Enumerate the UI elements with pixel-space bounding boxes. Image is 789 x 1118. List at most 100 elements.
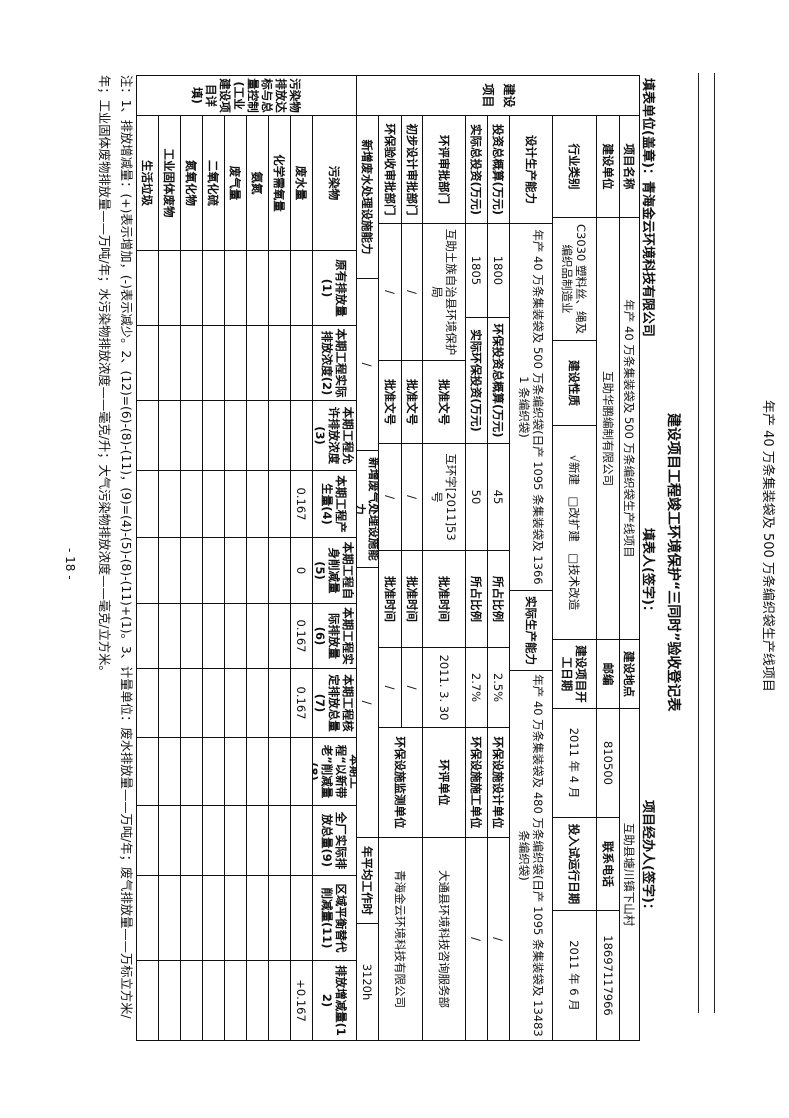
header-pollution-column: 全厂实际排放总量(9): [312, 805, 357, 876]
pollutant-value: [202, 603, 225, 669]
pollutant-value: [246, 470, 269, 538]
pollutant-value: [158, 400, 181, 471]
label-accept-doc-no: 批准文号: [378, 360, 402, 444]
pollutant-name: 工业固体废物: [158, 115, 181, 251]
pollutant-value: [136, 603, 159, 669]
label-env-budget: 环保投资总概算(万元): [487, 317, 510, 444]
label-actual-capacity: 实际生产能力: [509, 590, 553, 671]
label-work-hours: 年平均工作时: [356, 837, 379, 924]
label-budget-ratio: 所占比例: [487, 550, 510, 648]
pollutant-value: [246, 805, 269, 876]
header-rule-top: [714, 73, 715, 1013]
value-prelim-dept: /: [401, 223, 423, 361]
pollutant-value: [158, 668, 181, 738]
header-pollution-column: 本期工程实际排放量(6): [312, 603, 357, 669]
pollutant-value: [268, 537, 291, 604]
pollutant-value: [180, 737, 203, 806]
label-new-gas-capacity: 新增废气处理设施能力: [356, 450, 379, 568]
pollutant-name: 废水量: [290, 115, 313, 251]
pollutant-value: [202, 470, 225, 538]
label-prelim-dept: 初步设计审批部门: [401, 115, 423, 224]
pollutant-value: [136, 668, 159, 738]
pollutant-value: [136, 325, 159, 401]
pollutant-name: 废气量: [224, 115, 247, 251]
pollutant-value: [202, 960, 225, 1041]
value-actual-capacity: 年产 40 万条集装袋及 480 万条编织袋(日产 1095 条集装袋及 134…: [509, 670, 553, 1041]
pollutant-name: 化学需氧量: [268, 115, 291, 251]
pollutant-value: [246, 875, 269, 961]
pollutant-value: +0.167: [290, 960, 313, 1041]
label-actual-env-invest: 实际环保投资(万元): [465, 317, 488, 444]
label-eia-doc-no: 批准文号: [422, 360, 466, 444]
section-label-pollution: 污染物排放达标与总量控制(工业建设项目详填): [136, 75, 357, 116]
value-design-unit: /: [487, 837, 510, 1041]
pollutant-value: [180, 470, 203, 538]
pollutant-value: [246, 537, 269, 604]
label-design-capacity: 设计生产能力: [509, 115, 553, 224]
pollutant-value: [180, 325, 203, 401]
value-eia-dept: 互助土族自治县环境保护局: [422, 223, 466, 361]
pollutant-name: 氨氮: [246, 115, 269, 251]
value-location: 互助县塘川镇下山村: [619, 708, 640, 1041]
label-phone: 联系电话: [596, 817, 620, 911]
value-accept-dept: /: [378, 223, 402, 361]
label-builder: 建设单位: [596, 115, 620, 218]
pollutant-value: [158, 470, 181, 538]
pollutant-value: [202, 668, 225, 738]
pollutant-value: [224, 537, 247, 604]
value-eia-unit: 大通县环境科技咨询服务部: [422, 837, 466, 1041]
pollutant-value: [224, 737, 247, 806]
header-rule-bottom: [698, 73, 699, 1013]
pollutant-value: [180, 805, 203, 876]
pollutant-value: [202, 737, 225, 806]
pollutant-value: [224, 603, 247, 669]
pollutant-value: [136, 960, 159, 1041]
header-pollution-column: 排放增减量(12): [312, 960, 357, 1041]
value-new-water-capacity: /: [356, 278, 379, 451]
label-actual-ratio: 所占比例: [465, 550, 488, 648]
pollutant-value: [290, 875, 313, 961]
pollutant-value: [158, 537, 181, 604]
value-industry: C3030 塑料丝、绳及编织品制造业: [552, 217, 597, 341]
label-accept-date: 批准时间: [378, 550, 402, 648]
pollutant-value: [158, 737, 181, 806]
filler-unit: 填表单位(盖章)：青海金云环境科技有限公司: [640, 78, 655, 337]
pollutant-value: [202, 325, 225, 401]
footnote: 注：1、排放增减量：(+)表示增加，(-)表示减少。2、(12)=(6)-(8)…: [97, 75, 133, 1019]
pollutant-value: [202, 400, 225, 471]
pollutant-value: [246, 325, 269, 401]
pollutant-value: [268, 875, 291, 961]
label-prelim-date: 批准时间: [401, 550, 423, 648]
pollutant-value: [158, 250, 181, 326]
pollutant-value: [158, 805, 181, 876]
value-builder: 互助华鹏编制有限公司: [596, 217, 620, 640]
pollutant-value: [224, 805, 247, 876]
pollutant-value: [246, 250, 269, 326]
pollutant-value: [224, 325, 247, 401]
value-actual-invest: 1805: [465, 223, 488, 318]
pollutant-value: [268, 737, 291, 806]
header-pollution-column: 本期工程核定排放总量(7): [312, 668, 357, 738]
page-number: - 18 -: [63, 548, 77, 580]
header-pollution-column: 本期工程实际排放浓度(2): [312, 325, 357, 401]
label-nature: 建设性质: [552, 340, 597, 426]
label-eia-date: 批准时间: [422, 550, 466, 648]
pollutant-value: 0.167: [290, 603, 313, 669]
value-trial-date: 2011 年 6 月: [552, 910, 597, 1041]
label-postcode: 邮编: [596, 639, 620, 709]
value-monitor-unit: 青海金云环境科技有限公司: [378, 837, 423, 1041]
pollutant-name: 氮氧化物: [180, 115, 203, 251]
pollutant-value: [202, 805, 225, 876]
header-pollutant: 污染物: [312, 115, 357, 251]
pollutant-value: [158, 875, 181, 961]
pollutant-value: [268, 250, 291, 326]
header-pollution-column: 区域平衡替代削减量(11): [312, 875, 357, 961]
label-budget: 投资总概算(万元): [487, 115, 510, 224]
pollutant-value: 0.167: [290, 668, 313, 738]
label-accept-dept: 环保验收审批部门: [378, 115, 402, 224]
pollutant-value: [136, 470, 159, 538]
pollutant-value: [180, 603, 203, 669]
pollutant-value: [290, 325, 313, 401]
header-pollution-column: 本期工程产生量(4): [312, 470, 357, 538]
